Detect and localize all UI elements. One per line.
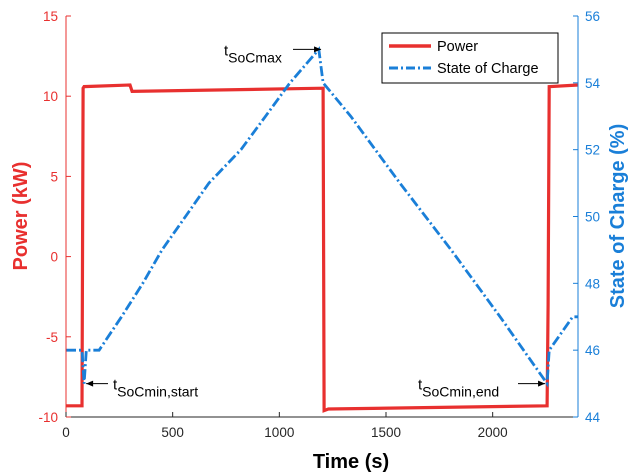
legend-box: [381, 32, 559, 84]
annotation-label-base: t: [113, 377, 118, 394]
x-axis-title: Time (s): [313, 451, 389, 473]
right-y-tick-label: 56: [585, 9, 600, 24]
x-tick-label: 2000: [478, 425, 508, 440]
legend: Power State of Charge: [381, 32, 559, 84]
x-tick-label: 0: [62, 425, 70, 440]
legend-soc-label: State of Charge: [437, 61, 539, 77]
left-y-tick-label: -5: [46, 330, 58, 345]
left-y-tick-label: 10: [43, 89, 58, 104]
plot-lines: [66, 46, 579, 413]
left-y-axis-title: Power (kW): [10, 162, 32, 271]
right-y-tick-label: 44: [585, 410, 601, 425]
annotation-label-base: t: [224, 42, 229, 59]
left-y-tick-label: -10: [38, 410, 58, 425]
left-y-tick-label: 5: [50, 169, 58, 184]
annotation-label-subscript: SoCmax: [228, 49, 282, 65]
left-y-tick-label: 15: [43, 9, 58, 24]
annotation-arrow-head: [86, 380, 94, 387]
right-y-axis-title: State of Charge (%): [607, 124, 629, 308]
x-tick-label: 500: [161, 425, 184, 440]
x-tick-label: 1500: [371, 425, 401, 440]
right-y-tick-label: 46: [585, 343, 600, 358]
x-tick-label: 1000: [264, 425, 294, 440]
axes: 0 500 1000 1500 2000 -10 -5 0 5 10 15 44 46 48 50 52 54 5…: [38, 9, 600, 440]
annotation-label-subscript: SoCmin,end: [422, 384, 499, 400]
right-y-tick-label: 54: [585, 76, 601, 91]
left-y-tick-label: 0: [50, 250, 58, 265]
annotation-label: tSoCmax: [224, 42, 282, 65]
right-y-tick-label: 48: [585, 276, 600, 291]
legend-power-label: Power: [437, 39, 478, 55]
annotation-label-subscript: SoCmin,start: [117, 384, 198, 400]
power-series-line: [66, 83, 579, 413]
annotation-arrow-head: [314, 46, 322, 53]
annotation-label: tSoCmin,start: [113, 377, 198, 400]
annotation-label-base: t: [418, 377, 423, 394]
right-y-tick-label: 52: [585, 143, 600, 158]
right-y-tick-label: 50: [585, 210, 600, 225]
annotation-arrow-head: [538, 380, 546, 387]
annotation-label: tSoCmin,end: [418, 377, 499, 400]
